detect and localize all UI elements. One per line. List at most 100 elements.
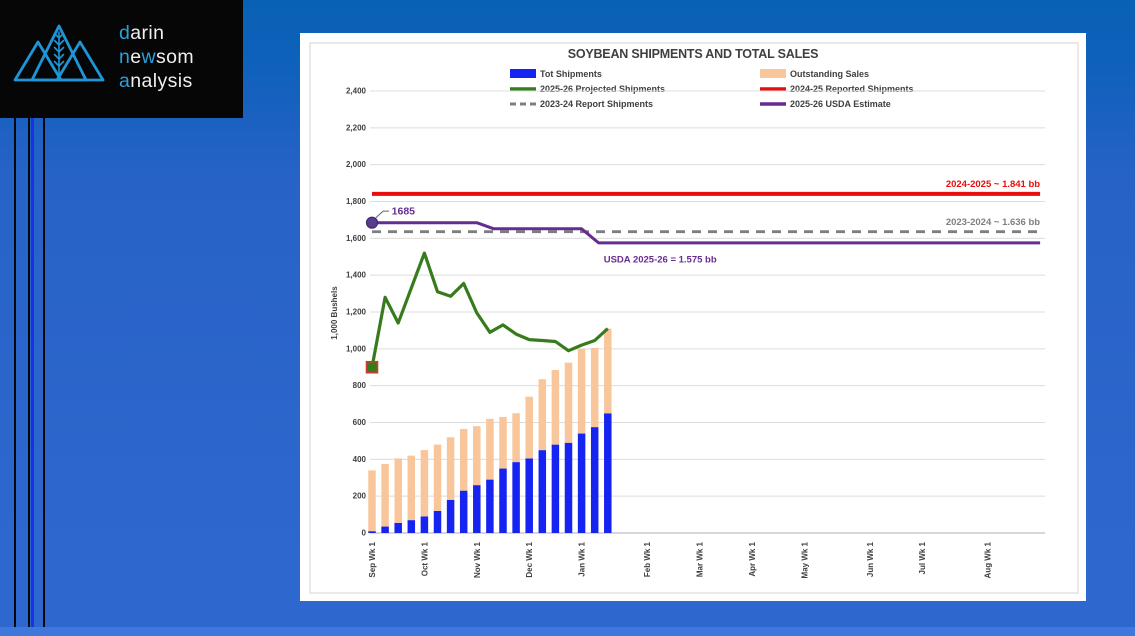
y-tick-label: 2,000 [346,160,367,169]
bar-outstanding-sales [590,347,599,428]
wheat-icon [53,31,65,75]
y-tick-label: 1,200 [346,308,367,317]
annotation: USDA 2025-26 = 1.575 bb [604,255,717,266]
x-tick-label: Mar Wk 1 [696,541,705,577]
legend-label: 2023-24 Report Shipments [540,99,653,109]
brand-wordmark: darin newsom analysis [119,21,194,93]
bar-tot-shipments [577,433,586,533]
y-tick-label: 600 [353,418,367,427]
bar-tot-shipments [394,522,402,533]
decor-stripe-black-3 [43,118,45,632]
legend-label: Outstanding Sales [790,69,869,79]
bar-outstanding-sales [538,379,547,451]
logo-text-part: arin [130,22,165,44]
y-tick-label: 2,200 [346,123,367,132]
bar-outstanding-sales [525,396,533,459]
bar-tot-shipments [525,458,533,533]
y-tick-label: 200 [353,492,367,501]
legend-label: 2025-26 Projected Shipments [540,84,665,94]
y-tick-label: 2,400 [346,87,367,96]
bar-outstanding-sales [394,458,402,523]
legend-label: 2024-25 Reported Shipments [790,84,914,94]
x-tick-label: Apr Wk 1 [748,541,757,576]
chart-inner-border [309,42,1079,594]
bar-tot-shipments [381,526,389,533]
legend-swatch [510,69,536,78]
bar-tot-shipments [551,444,560,533]
wordmark-line-3: analysis [119,69,194,93]
x-tick-label: Sep Wk 1 [368,541,377,577]
bar-tot-shipments [538,450,547,533]
x-tick-label: Dec Wk 1 [525,541,534,577]
annotation: 2023-2024 ~ 1.636 bb [946,217,1040,228]
soybean-shipments-chart: SOYBEAN SHIPMENTS AND TOTAL SALES Tot Shi… [309,42,1079,594]
y-tick-label: 1,400 [346,271,367,280]
x-tick-label: Jan Wk 1 [578,541,587,576]
x-tick-label: Jun Wk 1 [866,541,875,577]
bar-outstanding-sales [368,470,376,532]
decor-stripe-black-1 [14,118,16,632]
logo-letter: w [141,46,156,68]
bar-outstanding-sales [486,418,494,480]
logo-text-part: som [155,46,195,68]
bar-outstanding-sales [551,370,560,445]
bar-tot-shipments [407,520,416,533]
bar-tot-shipments [446,499,455,533]
bar-tot-shipments [368,531,376,533]
x-tick-label: Jul Wk 1 [918,541,927,574]
y-tick-label: 400 [353,455,367,464]
bar-outstanding-sales [604,328,612,414]
wordmark-line-2: newsom [119,45,194,69]
logo-letter: a [119,70,131,92]
bottom-band [0,627,1135,636]
bar-outstanding-sales [433,444,442,511]
bar-outstanding-sales [564,362,573,443]
decor-stripe-black-2 [28,118,30,632]
x-tick-label: May Wk 1 [800,541,809,578]
x-tick-label: Oct Wk 1 [420,541,429,576]
annotation: 1685 [392,205,416,217]
bar-outstanding-sales [381,463,389,527]
annotation-leader [375,210,389,219]
x-tick-label: Aug Wk 1 [984,541,993,578]
chart-title: SOYBEAN SHIPMENTS AND TOTAL SALES [568,47,819,61]
brand-logo-box: darin newsom analysis [0,0,243,118]
bar-tot-shipments [473,485,481,533]
bar-tot-shipments [512,462,520,533]
logo-text-part: nalysis [130,70,193,92]
dna-mountains-icon [13,24,105,82]
annotation: 2024-2025 ~ 1.841 bb [946,179,1040,190]
y-tick-label: 0 [362,529,367,538]
logo-letter: n [119,46,131,68]
bar-outstanding-sales [420,450,429,517]
wordmark-line-1: darin [119,21,194,45]
y-tick-label: 1,000 [346,344,367,353]
bar-tot-shipments [499,468,507,533]
bar-outstanding-sales [459,428,468,491]
bar-outstanding-sales [512,413,520,463]
y-axis-title: 1,000 Bushels [330,286,339,340]
y-tick-label: 1,600 [346,234,367,243]
series-projected-shipments [370,251,609,368]
chart-panel: SOYBEAN SHIPMENTS AND TOTAL SALES Tot Shi… [300,33,1086,601]
logo-text-part: e [130,46,142,68]
decor-stripe-blue [31,118,34,632]
y-tick-label: 800 [353,381,367,390]
bar-outstanding-sales [499,416,507,469]
x-tick-label: Feb Wk 1 [643,541,652,577]
bar-tot-shipments [564,442,573,533]
bar-outstanding-sales [577,348,586,434]
bar-tot-shipments [433,510,442,533]
bar-tot-shipments [604,413,612,533]
bar-outstanding-sales [407,455,416,521]
x-tick-label: Nov Wk 1 [473,541,482,578]
series-start-marker-circle [365,216,379,229]
logo-letter: d [119,22,131,44]
bar-tot-shipments [459,490,468,533]
legend-label: Tot Shipments [540,69,602,79]
bar-outstanding-sales [446,437,455,500]
series-start-marker-square [365,360,379,374]
legend-label: 2025-26 USDA Estimate [790,99,891,109]
series-usda-estimate-2025-26 [372,221,1041,245]
